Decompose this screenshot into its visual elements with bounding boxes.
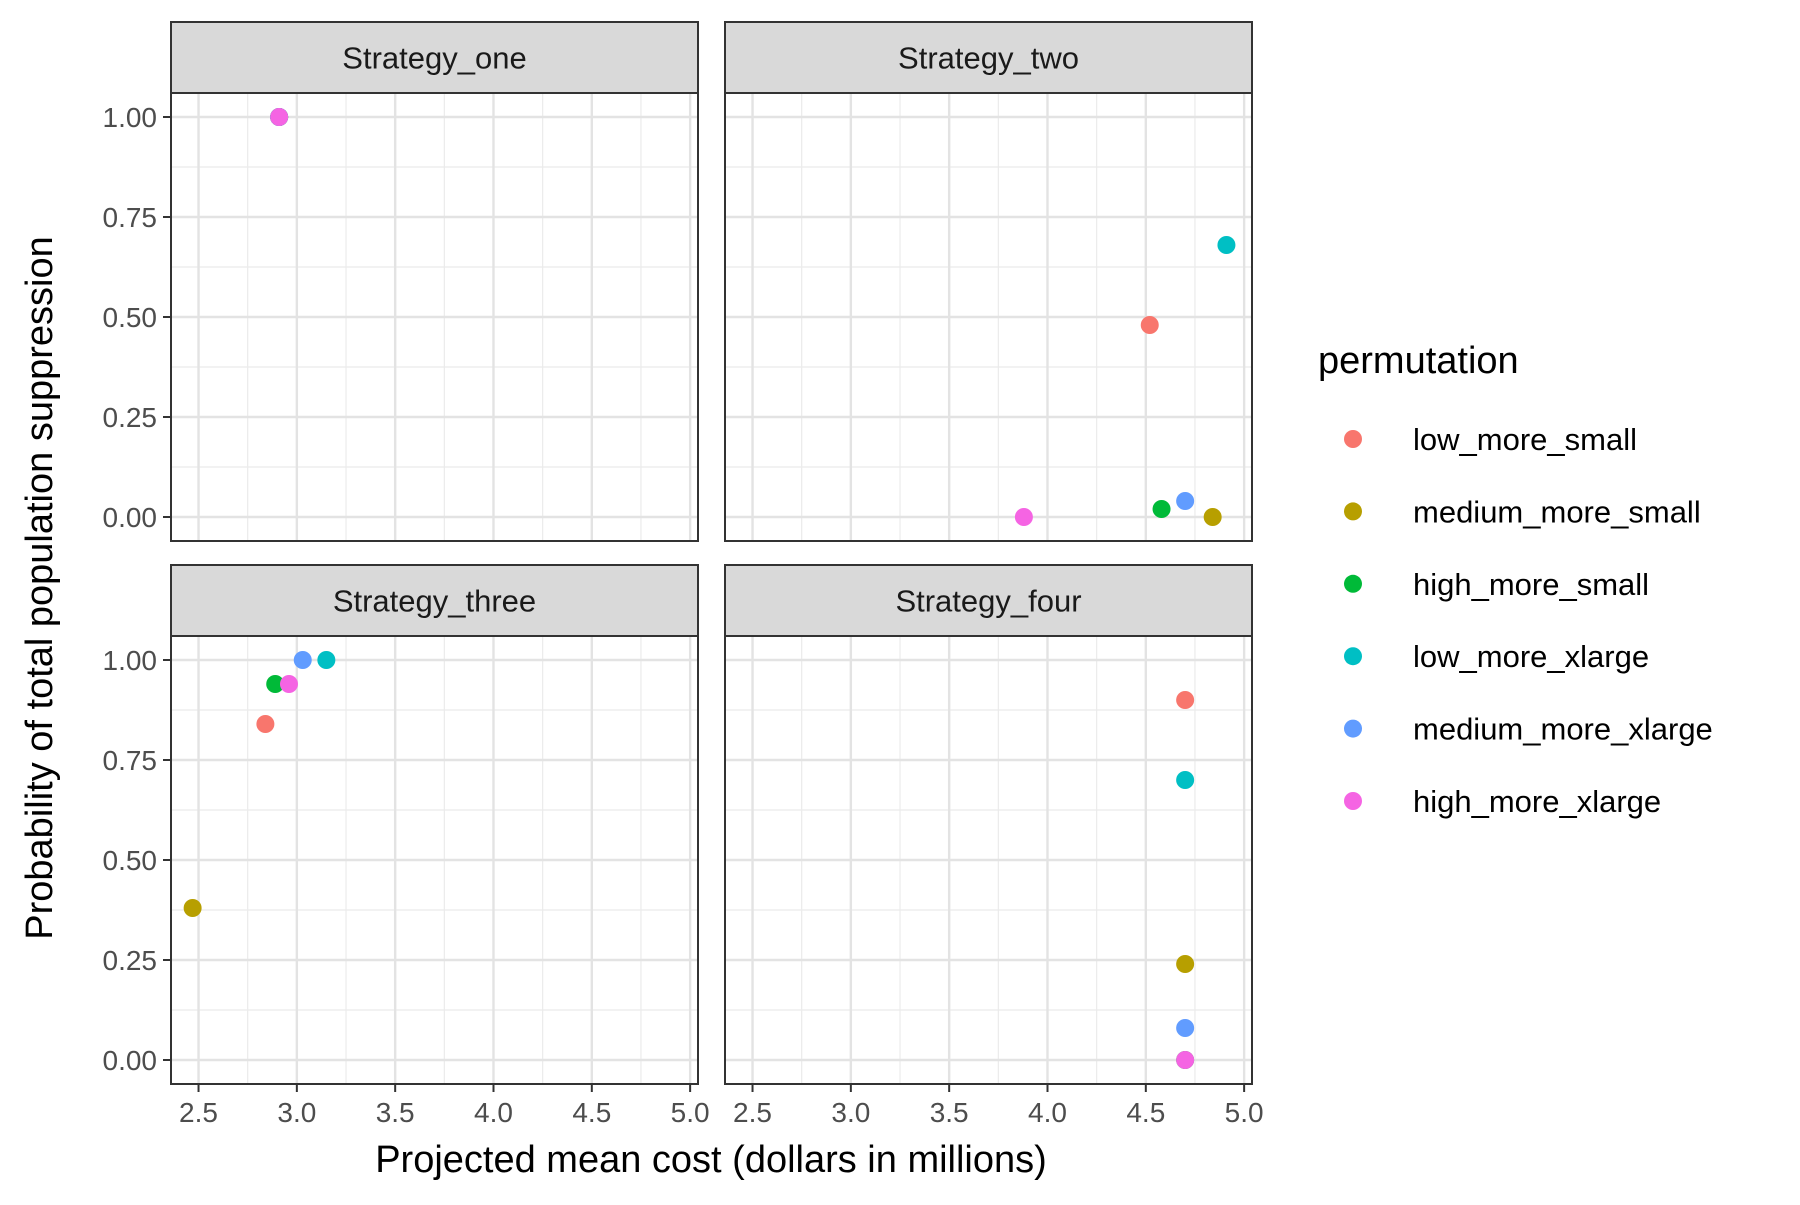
- y-tick-label: 0.25: [103, 945, 158, 976]
- legend-key-high_more_small: [1344, 574, 1362, 593]
- x-tick-label: 3.0: [831, 1097, 870, 1128]
- facet-title: Strategy_two: [898, 41, 1079, 76]
- legend-label: low_more_small: [1413, 422, 1637, 457]
- x-tick-label: 2.5: [179, 1097, 218, 1128]
- y-tick-label: 0.50: [103, 302, 158, 333]
- legend-label: high_more_small: [1413, 567, 1649, 602]
- legend-label: high_more_xlarge: [1413, 784, 1661, 819]
- y-tick-label: 1.00: [103, 102, 158, 133]
- legend-label: low_more_xlarge: [1413, 639, 1649, 674]
- legend-key-low_more_xlarge: [1344, 647, 1362, 666]
- legend-label: medium_more_small: [1413, 494, 1701, 529]
- data-point-low_more_small: [256, 715, 275, 733]
- y-tick-label: 0.25: [103, 402, 158, 433]
- data-point-low_more_xlarge: [1217, 236, 1236, 254]
- legend-label: medium_more_xlarge: [1413, 712, 1713, 747]
- data-point-medium_more_small: [183, 899, 202, 917]
- facet-strip: [170, 564, 699, 637]
- data-point-low_more_small: [1176, 691, 1195, 709]
- data-point-high_more_xlarge: [1014, 508, 1033, 526]
- data-point-high_more_xlarge: [1176, 1051, 1195, 1069]
- data-point-high_more_small: [266, 675, 285, 693]
- data-point-high_more_xlarge: [279, 675, 298, 693]
- x-tick-label: 4.0: [1028, 1097, 1067, 1128]
- y-tick-label: 0.75: [103, 202, 158, 233]
- legend-key-medium_more_xlarge: [1344, 719, 1362, 738]
- data-point-medium_more_xlarge: [293, 651, 312, 669]
- x-tick-label: 2.5: [733, 1097, 772, 1128]
- panel-border: [724, 635, 1253, 1085]
- facet-strip: [724, 21, 1253, 94]
- facet-title: Strategy_one: [342, 41, 526, 76]
- facet-strip: [724, 564, 1253, 637]
- x-tick-label: 4.5: [1126, 1097, 1165, 1128]
- data-point-high_more_small: [1152, 500, 1171, 518]
- facet-strip: [170, 21, 699, 94]
- x-tick-label: 3.5: [376, 1097, 415, 1128]
- y-tick-label: 0.50: [103, 845, 158, 876]
- legend-key-medium_more_small: [1344, 502, 1362, 521]
- x-tick-label: 5.0: [671, 1097, 710, 1128]
- data-point-medium_more_xlarge: [1176, 492, 1195, 510]
- data-point-high_more_xlarge: [270, 108, 289, 126]
- y-tick-label: 0.75: [103, 745, 158, 776]
- data-point-medium_more_xlarge: [1176, 1019, 1195, 1037]
- legend-key-high_more_xlarge: [1344, 792, 1362, 810]
- x-tick-label: 3.0: [277, 1097, 316, 1128]
- data-point-low_more_small: [1140, 316, 1159, 334]
- data-point-medium_more_small: [1176, 955, 1195, 973]
- panel-border: [724, 92, 1253, 542]
- y-axis-title: Probability of total population suppress…: [19, 236, 61, 939]
- data-point-low_more_xlarge: [317, 651, 336, 669]
- x-tick-label: 3.5: [930, 1097, 969, 1128]
- data-point-medium_more_small: [1203, 508, 1222, 526]
- x-tick-label: 5.0: [1225, 1097, 1264, 1128]
- legend-title: permutation: [1318, 340, 1519, 382]
- y-tick-label: 0.00: [103, 502, 158, 533]
- facet-title: Strategy_four: [895, 584, 1081, 619]
- y-tick-label: 0.00: [103, 1045, 158, 1076]
- facet-title: Strategy_three: [333, 584, 536, 619]
- x-axis-title: Projected mean cost (dollars in millions…: [375, 1139, 1047, 1181]
- y-tick-label: 1.00: [103, 645, 158, 676]
- data-point-low_more_xlarge: [1176, 771, 1195, 789]
- legend-key-low_more_small: [1344, 430, 1362, 448]
- x-tick-label: 4.0: [474, 1097, 513, 1128]
- x-tick-label: 4.5: [572, 1097, 611, 1128]
